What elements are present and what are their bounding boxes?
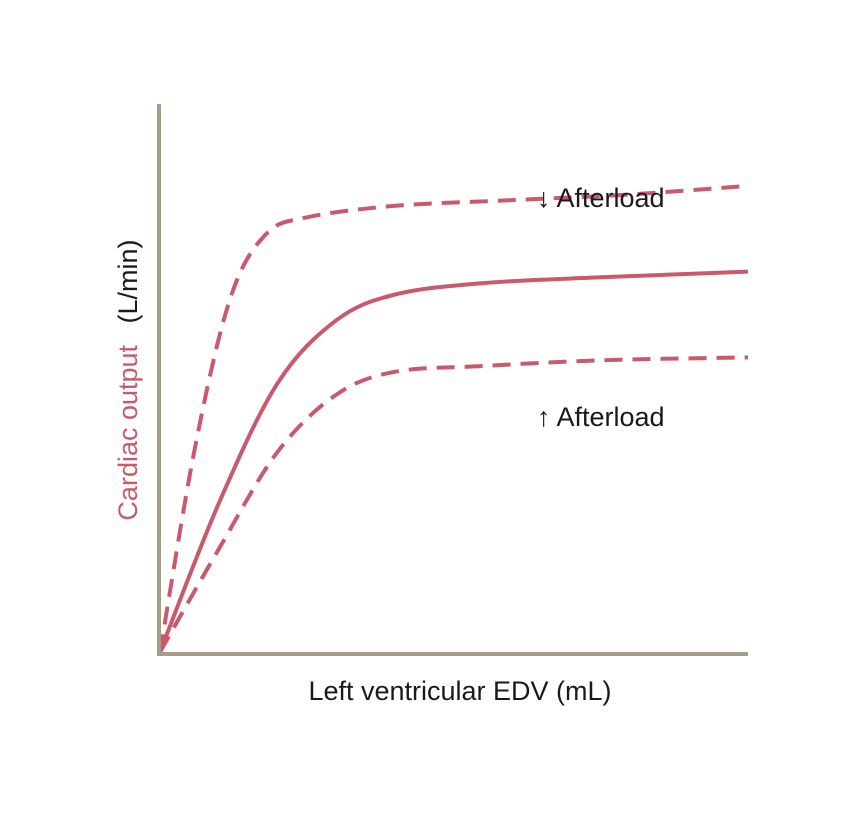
- curve-increased-afterload: [158, 355, 749, 653]
- curve-baseline: [158, 269, 749, 653]
- annotation-increased-afterload: ↑ Afterload: [537, 402, 665, 432]
- y-axis-label-unit: (L/min): [113, 239, 143, 323]
- x-axis-label: Left ventricular EDV (mL): [308, 676, 611, 706]
- annotation-decreased-afterload: ↓ Afterload: [537, 183, 665, 213]
- curves-layer: [158, 183, 749, 653]
- y-axis-label-main: Cardiac output: [113, 344, 143, 520]
- curve-decreased-afterload: [158, 183, 749, 653]
- y-axis-label: Cardiac output (L/min): [113, 239, 143, 520]
